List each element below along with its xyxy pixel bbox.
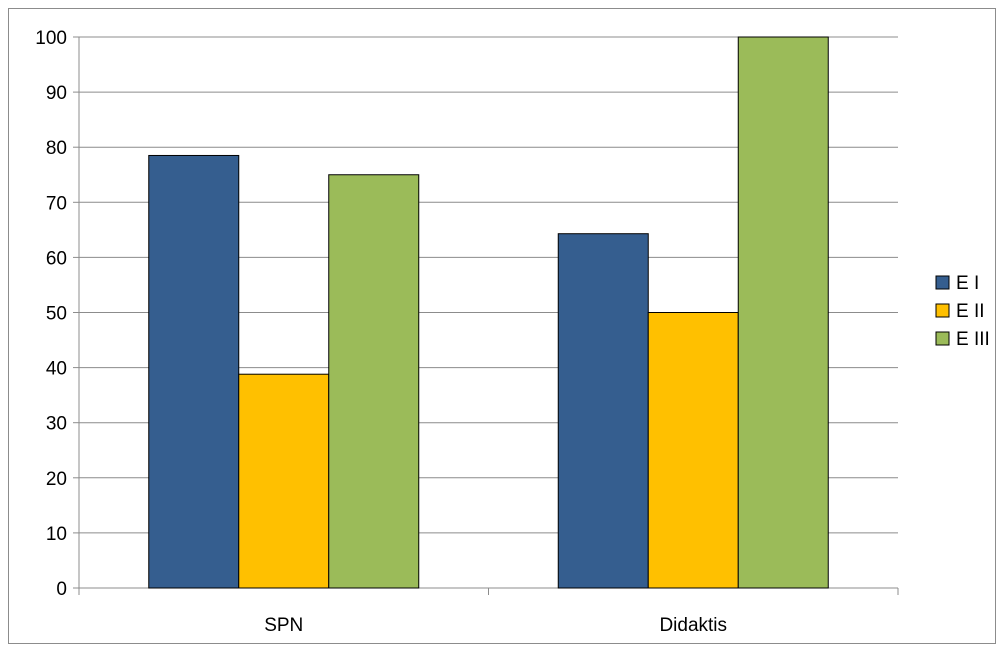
y-tick-label: 60: [46, 248, 67, 269]
legend: E I E II E III: [935, 273, 990, 350]
legend-label: E I: [956, 273, 979, 294]
y-tick-label: 40: [46, 359, 67, 380]
legend-swatch: [935, 303, 950, 318]
y-tick-label: 20: [46, 469, 67, 490]
bar-e-i-spn: [148, 154, 240, 589]
y-tick-label: 0: [56, 579, 67, 600]
y-tick-label: 80: [46, 138, 67, 159]
y-tick-label: 90: [46, 83, 67, 104]
legend-label: E II: [956, 301, 985, 322]
bars: [148, 36, 829, 589]
bar-e-iii-didaktis: [737, 36, 829, 589]
bar-e-iii-spn: [328, 174, 420, 589]
x-category-label: Didaktis: [659, 615, 727, 636]
y-tick-label: 50: [46, 304, 67, 325]
bar-e-ii-didaktis: [647, 312, 739, 589]
y-tick-label: 30: [46, 414, 67, 435]
axis-labels: 0 10 20 30 40 50 60 70 80 90 100 SPN Didaktis: [35, 28, 727, 636]
bar-e-i-didaktis: [557, 233, 649, 589]
bar-e-ii-spn: [238, 373, 330, 589]
x-category-label: SPN: [264, 615, 303, 636]
y-tick-label: 70: [46, 193, 67, 214]
legend-swatch: [935, 275, 950, 290]
legend-label: E III: [956, 329, 990, 350]
legend-swatch: [935, 331, 950, 346]
y-tick-label: 100: [35, 28, 67, 49]
y-tick-label: 10: [46, 524, 67, 545]
